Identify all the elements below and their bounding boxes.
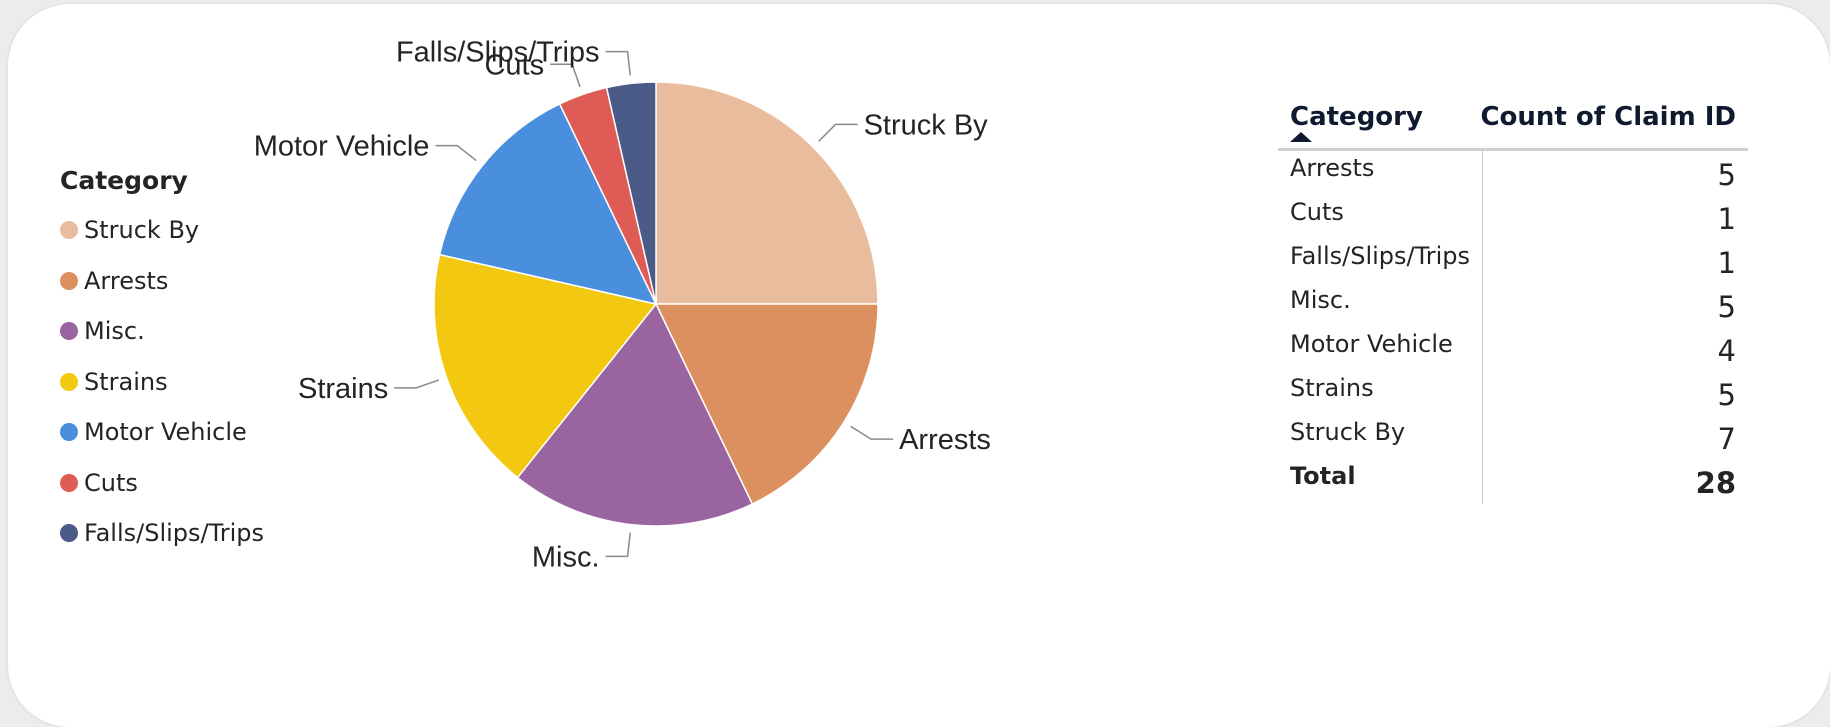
table-row[interactable]: Motor Vehicle 4 (1278, 328, 1748, 372)
data-label: Arrests (899, 424, 991, 456)
count-cell: 5 (1718, 284, 1736, 324)
count-cell: 7 (1718, 416, 1736, 456)
header-count-of-claim-id[interactable]: Count of Claim ID (1480, 102, 1736, 132)
data-label: Motor Vehicle (254, 131, 430, 163)
total-row[interactable]: Total 28 (1278, 460, 1748, 504)
table-row[interactable]: Strains 5 (1278, 372, 1748, 416)
total-label: Total (1290, 460, 1356, 490)
count-cell: 5 (1718, 152, 1736, 192)
count-cell: 5 (1718, 372, 1736, 412)
category-cell: Misc. (1290, 284, 1351, 314)
table-row[interactable]: Cuts 1 (1278, 196, 1748, 240)
table-row[interactable]: Falls/Slips/Trips 1 (1278, 240, 1748, 284)
data-label: Misc. (532, 541, 600, 573)
sort-ascending-icon[interactable] (1290, 132, 1312, 142)
header-divider (1278, 148, 1748, 151)
header-category[interactable]: Category (1290, 102, 1423, 132)
label-leader-line (606, 533, 631, 557)
visual-card: Category Struck By Arrests Misc. Strains Mot… (8, 4, 1830, 727)
data-label: Struck By (864, 109, 989, 141)
category-cell: Falls/Slips/Trips (1290, 240, 1470, 270)
count-cell: 1 (1718, 196, 1736, 236)
label-leader-line (819, 124, 858, 141)
count-cell: 1 (1718, 240, 1736, 280)
table-row[interactable]: Struck By 7 (1278, 416, 1748, 460)
count-cell: 4 (1718, 328, 1736, 368)
category-cell: Cuts (1290, 196, 1344, 226)
label-leader-line (851, 426, 893, 439)
category-cell: Motor Vehicle (1290, 328, 1453, 358)
table-row[interactable]: Misc. 5 (1278, 284, 1748, 328)
data-label: Falls/Slips/Trips (396, 37, 600, 69)
category-cell: Struck By (1290, 416, 1405, 446)
total-count: 28 (1696, 460, 1736, 500)
label-leader-line (435, 146, 476, 161)
matrix-header-row: Category Count of Claim ID (1278, 92, 1748, 132)
claims-matrix-table: Category Count of Claim ID Arrests 5 Cuts 1… (1278, 92, 1748, 132)
category-cell: Arrests (1290, 152, 1374, 182)
matrix-body: Arrests 5 Cuts 1 Falls/Slips/Trips 1 Misc. 5 Mot… (1278, 152, 1748, 504)
table-row[interactable]: Arrests 5 (1278, 152, 1748, 196)
label-leader-line (394, 380, 439, 388)
data-label: Strains (298, 373, 388, 405)
category-cell: Strains (1290, 372, 1374, 402)
pie-slice[interactable] (656, 82, 878, 304)
label-leader-line (606, 52, 631, 76)
